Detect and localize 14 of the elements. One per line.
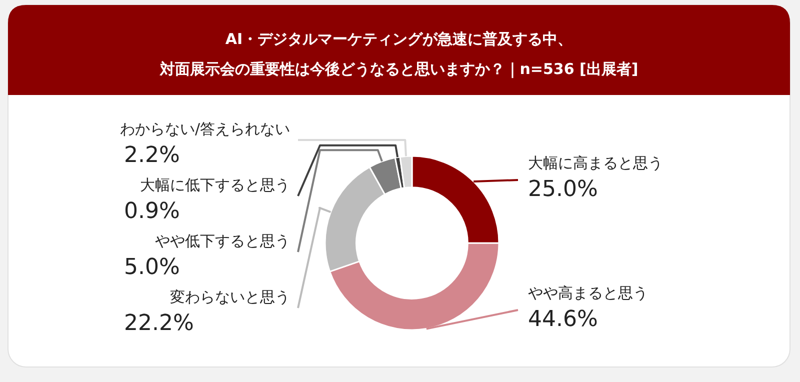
slice-label: わからない/答えられない: [120, 120, 290, 138]
chart-title: AI・デジタルマーケティングが急速に普及する中、: [225, 30, 573, 48]
slice-label: やや高まると思う: [528, 284, 648, 302]
data-label: 22.2%: [124, 311, 194, 336]
data-label: 25.0%: [528, 177, 598, 202]
data-label: 5.0%: [124, 255, 180, 280]
chart-subtitle: 対面展示会の重要性は今後どうなると思いますか？｜n=536 [出展者]: [158, 60, 638, 79]
data-label: 44.6%: [528, 307, 598, 332]
slice-label: 大幅に高まると思う: [528, 154, 663, 172]
slice-label: やや低下すると思う: [155, 232, 290, 250]
data-label: 2.2%: [124, 143, 180, 168]
data-label: 0.9%: [124, 199, 180, 224]
slice-label: 変わらないと思う: [170, 288, 290, 306]
slice-label: 大幅に低下すると思う: [140, 176, 290, 194]
